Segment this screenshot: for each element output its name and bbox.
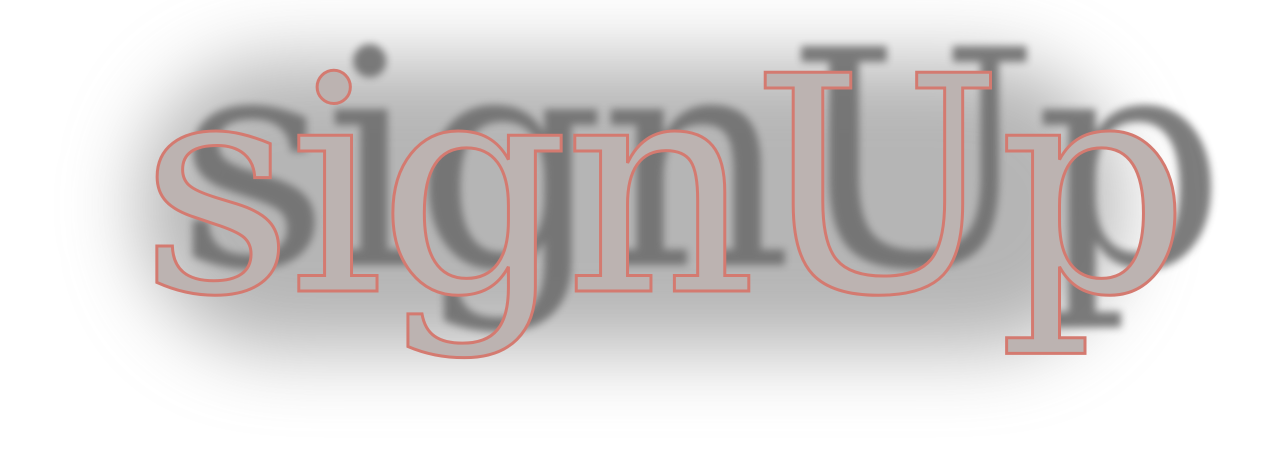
shadow-glow — [140, 60, 1120, 350]
logo-shadow-text: signUp — [176, 0, 1226, 336]
signup-logo-text: signUp — [138, 13, 1191, 362]
